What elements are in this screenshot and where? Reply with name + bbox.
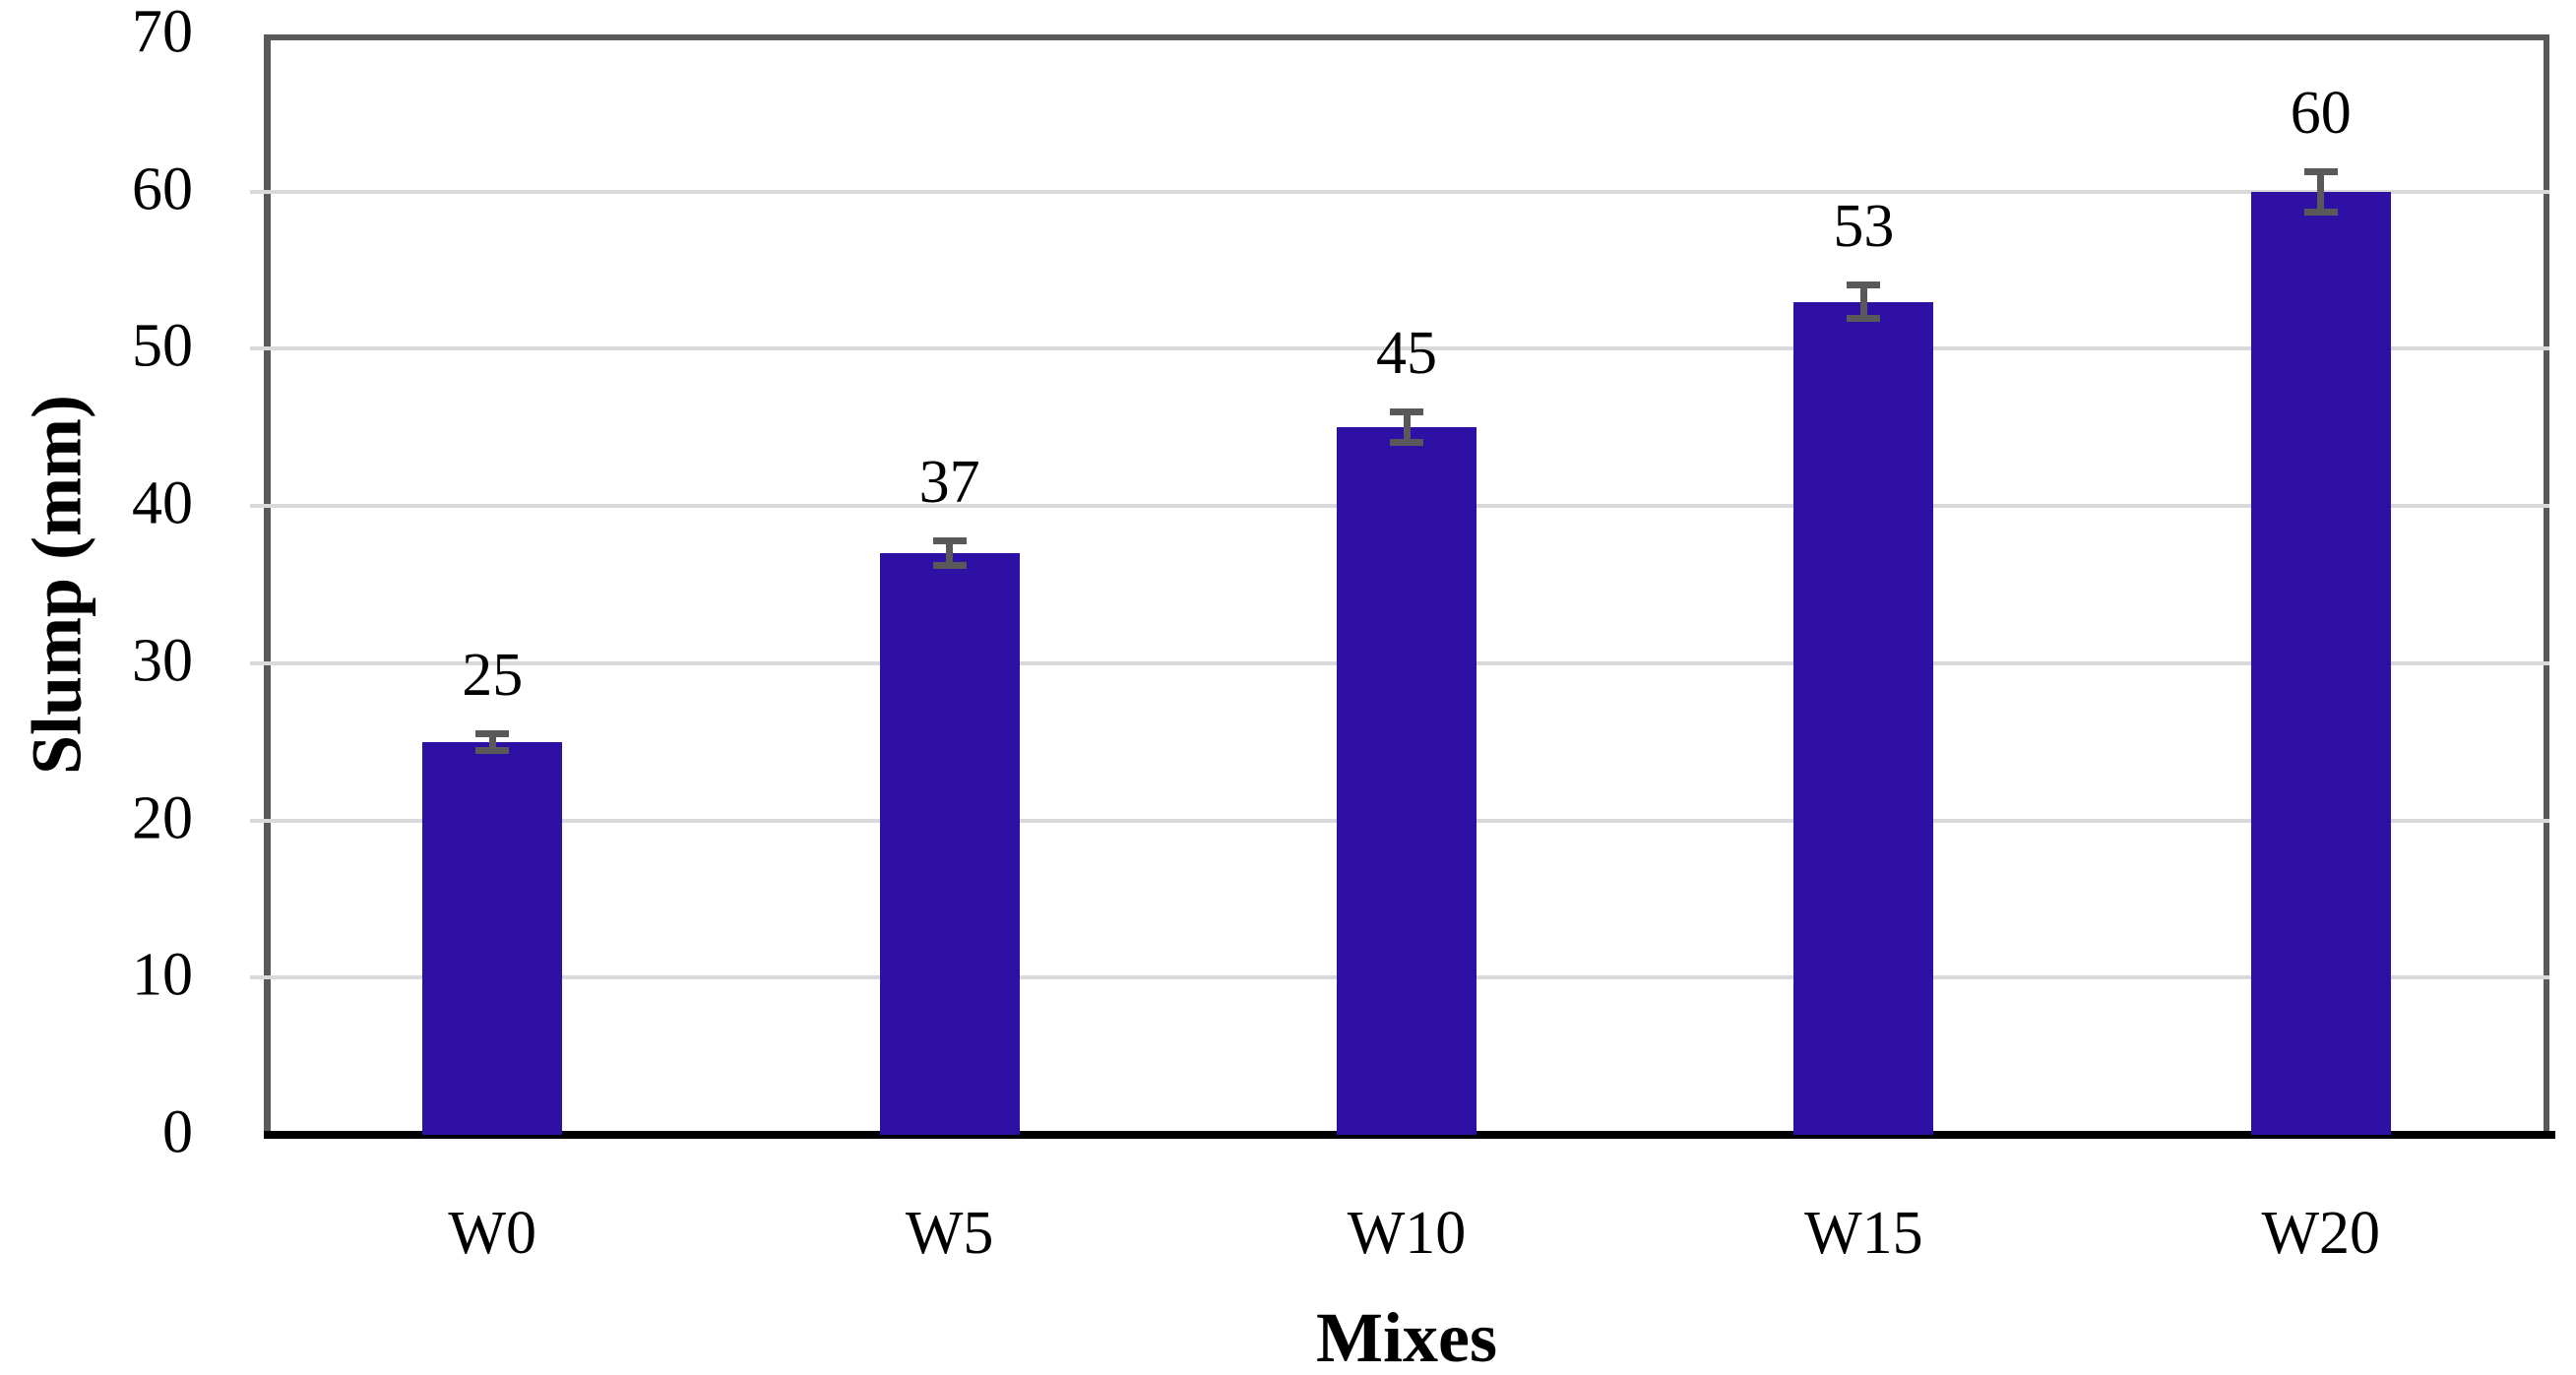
error-bar-cap — [1390, 408, 1423, 416]
x-tick-label: W15 — [1804, 1200, 1923, 1267]
y-axis-title: Slump (mm) — [17, 394, 96, 776]
y-tick-label: 70 — [132, 0, 193, 66]
gridline — [264, 189, 2549, 194]
error-bar-cap — [1847, 315, 1881, 323]
x-tick-label: W0 — [448, 1200, 536, 1267]
y-tick-mark — [250, 504, 264, 509]
error-bar-cap — [2303, 167, 2338, 175]
error-bar-stem — [2317, 167, 2325, 216]
error-bar-stem — [1859, 281, 1867, 323]
error-bar-stem — [1403, 408, 1411, 447]
error-bar-cap — [2303, 208, 2338, 216]
x-axis-line — [264, 1131, 2555, 1139]
y-tick-mark — [250, 346, 264, 351]
x-tick-label: W10 — [1347, 1200, 1467, 1267]
gridline — [264, 346, 2549, 351]
bar — [1793, 301, 1934, 1135]
y-tick-mark — [250, 189, 264, 194]
y-tick-mark — [250, 660, 264, 665]
y-tick-label: 60 — [132, 156, 193, 223]
value-label: 37 — [918, 449, 980, 517]
y-tick-mark — [250, 818, 264, 823]
bar — [2250, 191, 2391, 1135]
x-tick-label: W5 — [905, 1200, 994, 1267]
x-axis-title: Mixes — [1316, 1298, 1497, 1375]
y-tick-label: 50 — [132, 312, 193, 380]
y-tick-label: 40 — [132, 469, 193, 537]
error-bar-cap — [932, 562, 967, 570]
bar — [1337, 427, 1476, 1135]
x-tick-label: W20 — [2261, 1200, 2381, 1267]
y-tick-label: 20 — [132, 784, 193, 852]
y-tick-label: 10 — [132, 941, 193, 1009]
error-bar-cap — [475, 729, 510, 737]
error-bar-stem — [488, 729, 496, 754]
value-label: 45 — [1376, 320, 1437, 388]
y-tick-label: 0 — [162, 1098, 193, 1166]
error-bar-cap — [475, 746, 510, 754]
y-tick-label: 30 — [132, 627, 193, 695]
value-label: 53 — [1833, 192, 1895, 260]
value-label: 60 — [2290, 79, 2352, 147]
error-bar-cap — [1390, 439, 1423, 447]
error-bar-cap — [1847, 281, 1881, 288]
error-bar-stem — [946, 537, 954, 570]
error-bar-cap — [932, 537, 967, 545]
bar — [422, 741, 563, 1135]
value-label: 25 — [462, 641, 524, 709]
bar — [879, 553, 1020, 1135]
y-tick-mark — [250, 975, 264, 980]
